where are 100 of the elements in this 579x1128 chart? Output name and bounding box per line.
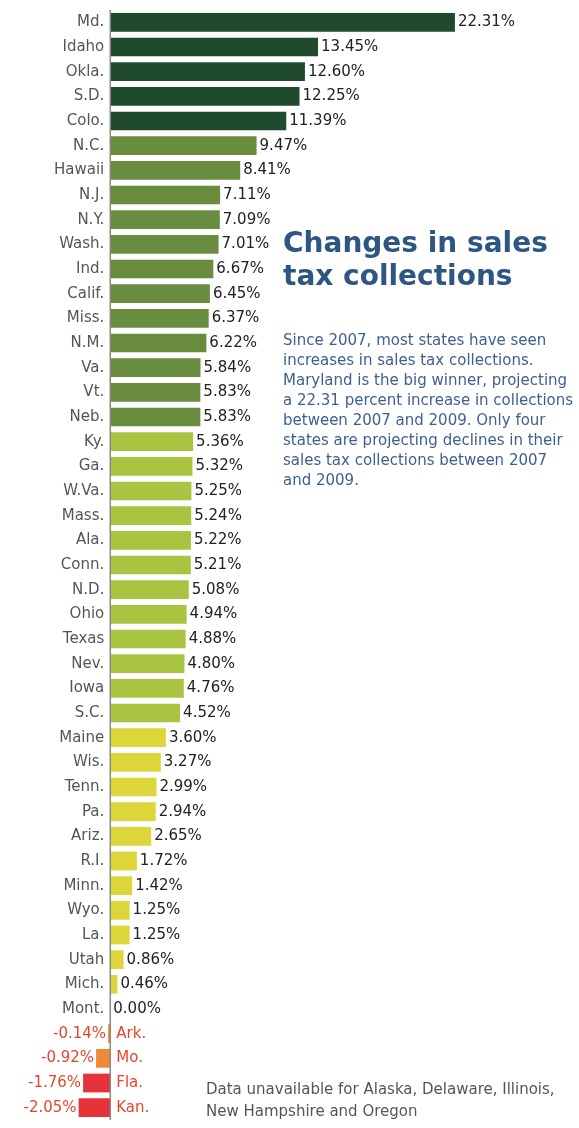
y-tick-label: Wis. <box>73 752 105 771</box>
y-tick-label: Mass. <box>61 505 105 524</box>
y-tick-label: Ark. <box>116 1023 147 1042</box>
bar <box>110 728 166 748</box>
data-label: 5.84% <box>203 357 252 376</box>
data-label: 5.08% <box>191 579 240 598</box>
y-tick-label: Ga. <box>78 456 105 475</box>
data-label: 7.01% <box>221 234 270 253</box>
bar <box>110 654 185 674</box>
data-label: 8.41% <box>243 160 291 179</box>
bar <box>96 1048 111 1068</box>
y-tick-label: Minn. <box>63 875 105 894</box>
y-tick-label: S.C. <box>74 702 105 721</box>
bar <box>110 826 152 846</box>
bar <box>110 432 194 452</box>
data-label: 5.83% <box>203 382 251 401</box>
y-tick-label: Md. <box>77 12 105 31</box>
y-tick-label: Mo. <box>116 1048 143 1067</box>
data-label: 5.22% <box>193 530 242 549</box>
data-label: 0.46% <box>120 974 169 993</box>
data-label: 12.25% <box>302 86 360 105</box>
bar <box>110 333 207 353</box>
bar <box>110 752 161 772</box>
y-tick-label: Fla. <box>116 1072 144 1091</box>
y-tick-label: W.Va. <box>63 480 105 499</box>
data-label: 1.25% <box>132 924 181 943</box>
bar <box>110 530 191 550</box>
bar <box>110 308 209 328</box>
data-label: 5.83% <box>203 406 251 425</box>
data-label: 1.25% <box>132 900 181 919</box>
data-label: -2.05% <box>23 1097 77 1116</box>
data-label: 5.25% <box>194 480 243 499</box>
y-tick-label: Okla. <box>65 61 105 80</box>
y-tick-label: Idaho <box>62 36 105 55</box>
bar <box>110 580 189 600</box>
data-label: 4.80% <box>187 653 236 672</box>
data-label: 4.88% <box>188 628 237 647</box>
data-label: 1.42% <box>135 875 183 894</box>
bar <box>110 876 133 896</box>
bar <box>110 703 181 723</box>
annotation: Data unavailable for Alaska, Delaware, Illinois, New Hampshire and Oregon <box>206 1079 556 1122</box>
bar <box>110 382 201 402</box>
data-label: 11.39% <box>289 110 347 129</box>
bar <box>110 777 157 797</box>
bar <box>110 136 257 156</box>
y-tick-label: Utah <box>68 949 105 968</box>
data-label: 5.24% <box>194 505 242 524</box>
y-tick-label: Va. <box>81 357 105 376</box>
data-label: 7.11% <box>223 184 271 203</box>
bar <box>110 851 137 871</box>
bar <box>110 111 287 131</box>
y-tick-label: Ohio <box>69 604 105 623</box>
y-tick-label: Texas <box>61 628 105 647</box>
data-label: -1.76% <box>28 1072 82 1091</box>
bar <box>110 37 319 57</box>
y-tick-label: N.J. <box>79 184 105 203</box>
data-label: 13.45% <box>321 36 379 55</box>
y-tick-label: Wash. <box>59 234 105 253</box>
bar <box>110 12 455 32</box>
y-tick-label: Ind. <box>76 258 105 277</box>
data-label: 4.94% <box>189 604 238 623</box>
data-label: 4.52% <box>183 702 231 721</box>
y-tick-label: N.M. <box>70 332 105 351</box>
y-tick-label: Vt. <box>83 382 105 401</box>
y-tick-label: Colo. <box>66 110 105 129</box>
y-tick-label: Conn. <box>60 554 105 573</box>
bar <box>110 160 241 180</box>
bar <box>110 481 192 501</box>
y-tick-label: Hawaii <box>54 160 105 179</box>
y-tick-label: Pa. <box>81 801 105 820</box>
data-label: 6.45% <box>212 283 261 302</box>
data-label: 5.32% <box>195 456 244 475</box>
bar <box>110 86 300 106</box>
data-label: -0.14% <box>53 1023 107 1042</box>
y-tick-label: Nev. <box>71 653 105 672</box>
data-label: 4.76% <box>186 678 235 697</box>
data-label: 22.31% <box>457 12 516 31</box>
bar <box>110 950 124 970</box>
y-tick-label: Mont. <box>62 998 105 1017</box>
bar <box>110 407 201 427</box>
bar <box>110 185 221 205</box>
y-tick-label: Tenn. <box>63 776 105 795</box>
y-tick-label: Mich. <box>64 974 105 993</box>
y-tick-label: Calif. <box>67 283 105 302</box>
data-label: 5.36% <box>196 431 244 450</box>
data-label: 6.37% <box>211 308 260 327</box>
data-label: 7.09% <box>222 209 271 228</box>
y-tick-label: Neb. <box>69 406 105 425</box>
y-tick-label: Ariz. <box>71 826 105 845</box>
text: Changes in sales tax collections <box>283 226 549 292</box>
y-tick-label: Maine <box>59 727 105 746</box>
text: Since 2007, most states have seen increases in sales tax collections. Maryland is the big winner, projecting a 22.31 percent increase in collections between 2007 and 2009. Only four states are projecting declines in their sales tax collections between 2007 and 2009. <box>283 330 575 490</box>
bar <box>110 604 187 624</box>
bar <box>110 234 219 254</box>
y-tick-label: Ky. <box>84 431 105 450</box>
data-label: 6.22% <box>209 332 258 351</box>
data-label: 2.65% <box>154 826 202 845</box>
data-label: 3.60% <box>168 727 217 746</box>
bar <box>110 629 186 649</box>
bar <box>110 259 214 279</box>
